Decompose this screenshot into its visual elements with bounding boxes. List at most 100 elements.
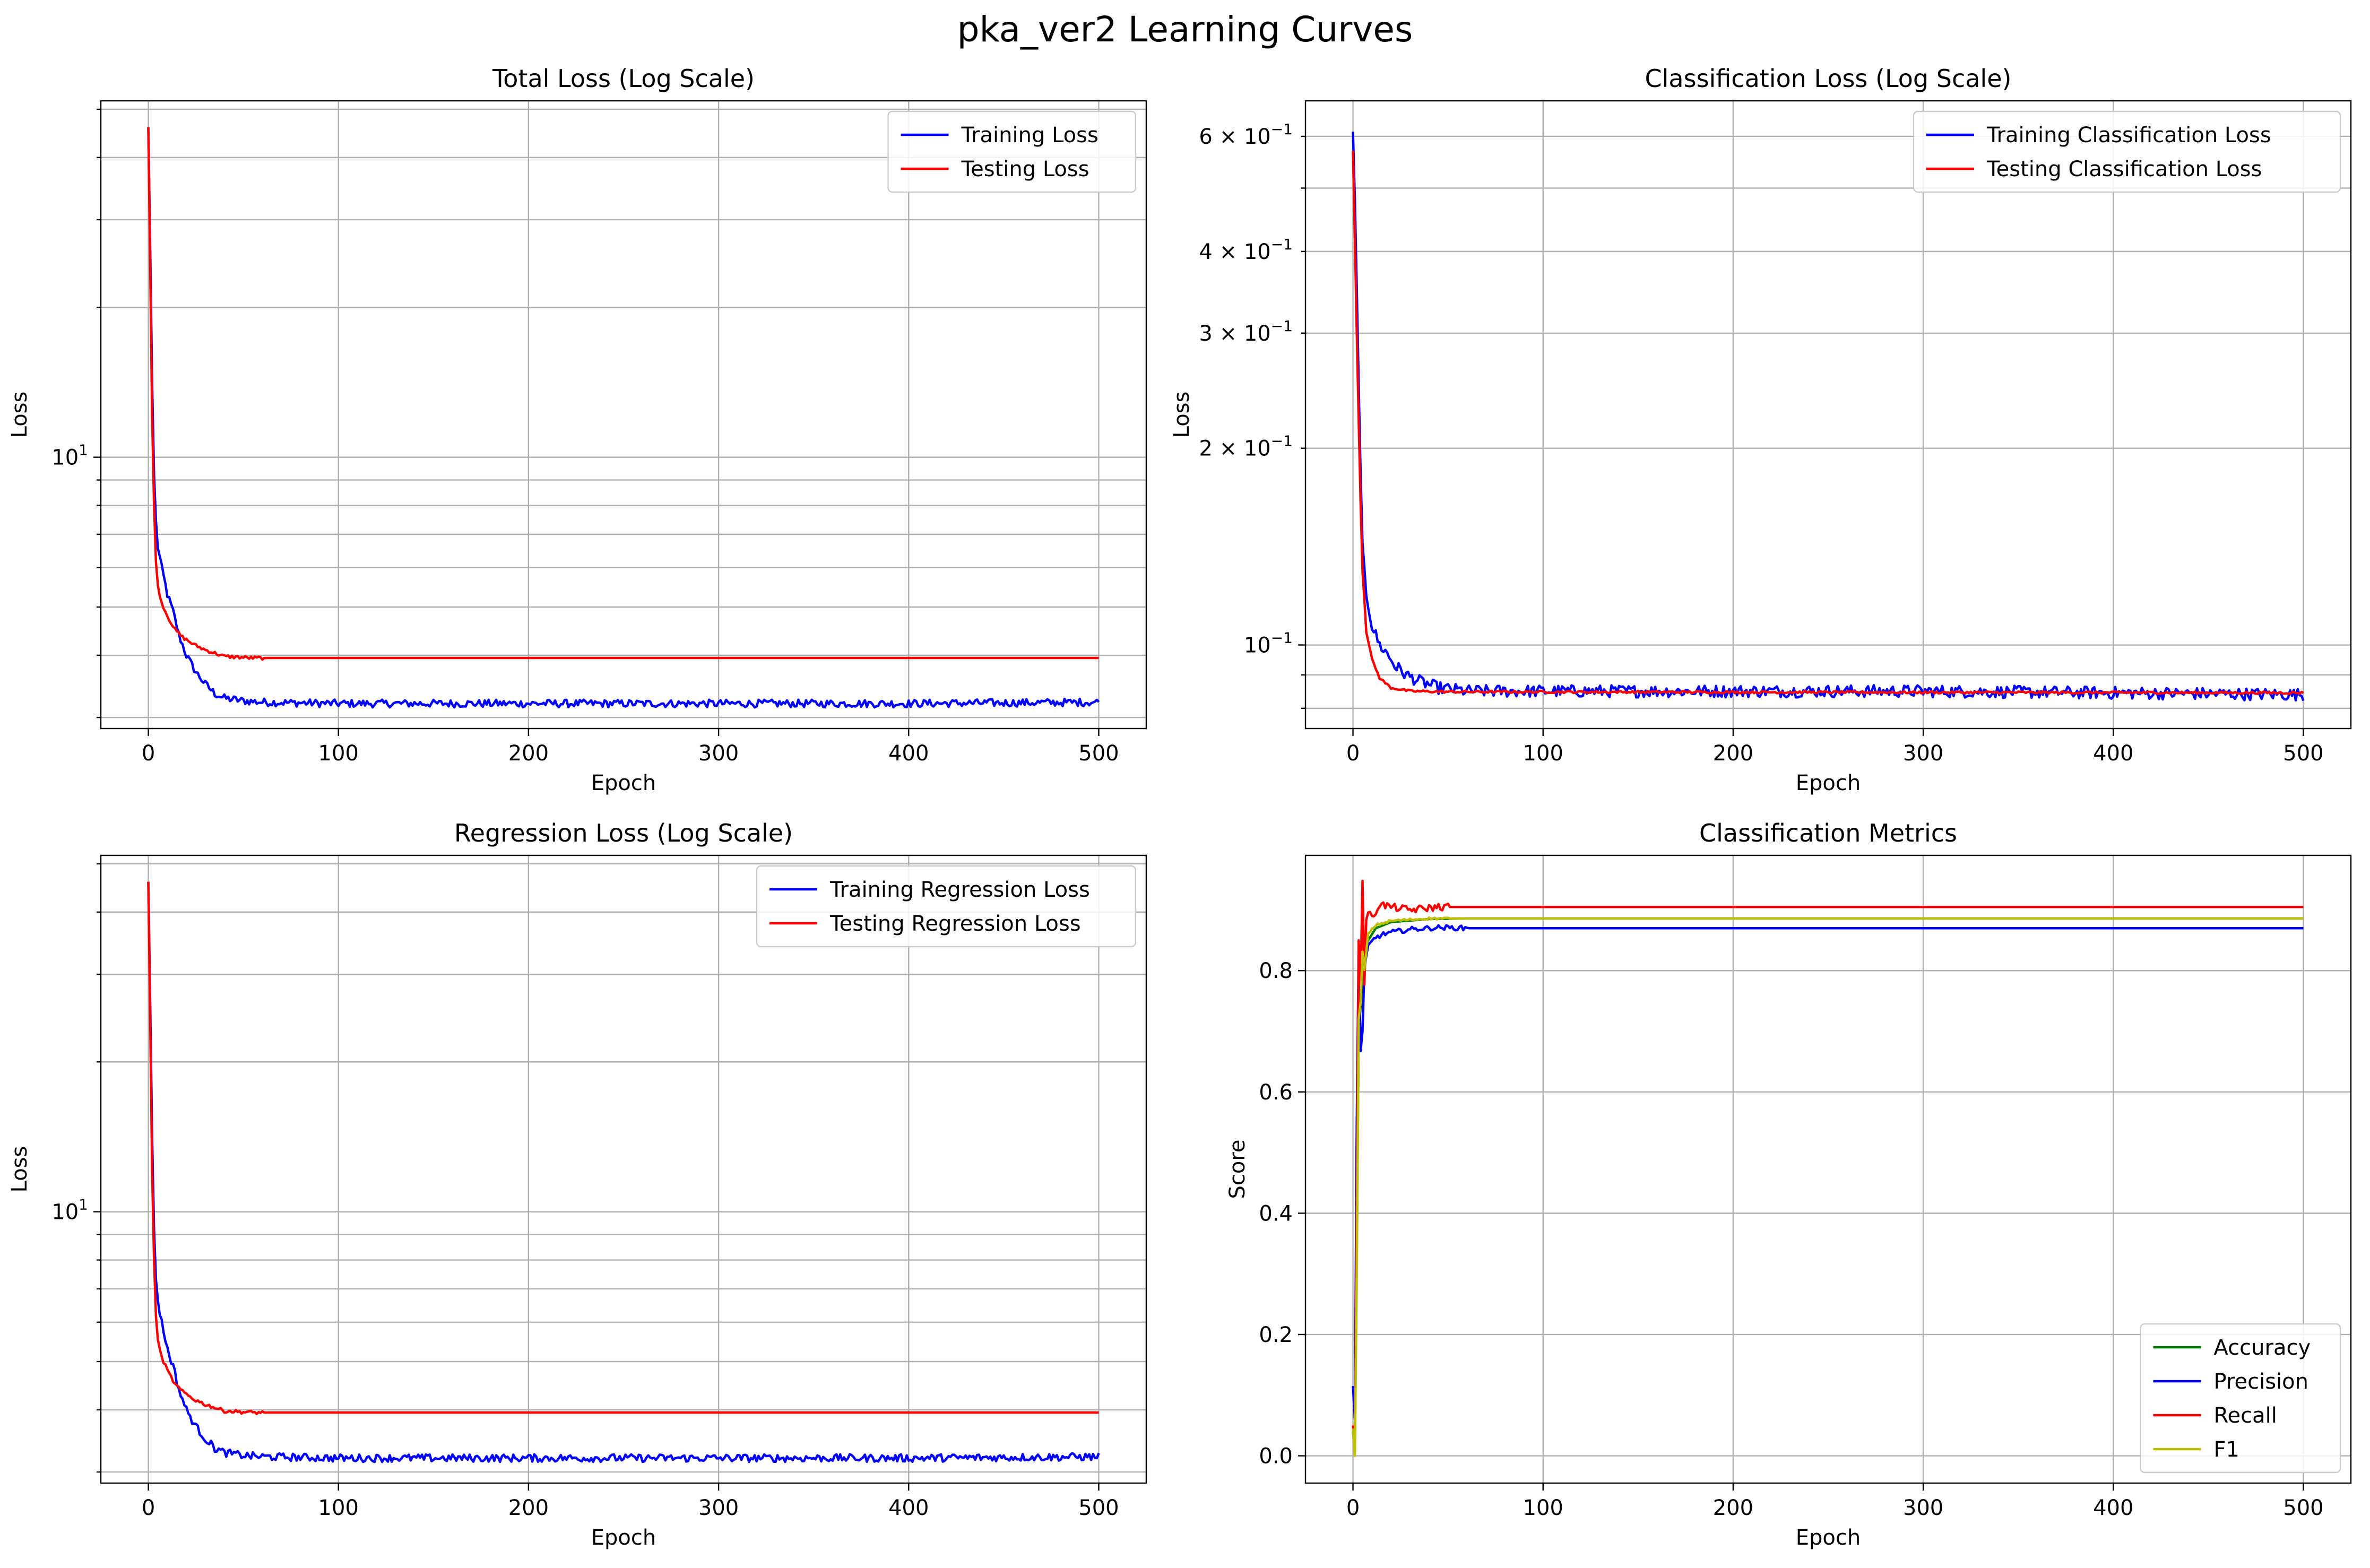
x-tick-label: 500 [2283, 1496, 2323, 1520]
subplot-4: 0.0 0.2 0.4 0.6 0.8 0 100 200 300 400 500 Classific… [1225, 819, 2352, 1550]
tick-exponent: −1 [1271, 120, 1293, 138]
y-tick-label: 0.8 [1259, 959, 1293, 983]
y-axis-label: Score [1225, 1139, 1250, 1199]
x-tick-label: 200 [508, 1496, 549, 1520]
plot-frame [100, 854, 1147, 1484]
tick-mantissa: 4 [1199, 240, 1212, 264]
subplot-1: 101 0 100 200 300 400 500 Total Loss (Log Scale… [7, 64, 1147, 795]
series-line-4 [1352, 916, 2304, 1457]
tick-times: × [1213, 437, 1244, 461]
tick-exponent: −1 [1271, 432, 1293, 450]
subplot-title: Classification Metrics [1699, 819, 1957, 847]
x-tick-label: 200 [1713, 741, 1753, 766]
tick-exponent: −1 [1271, 629, 1293, 647]
legend-label: Training Regression Loss [829, 878, 1090, 902]
legend-box [887, 110, 1137, 193]
y-tick-label: 0.0 [1259, 1444, 1293, 1469]
y-tick-label: 6 × 10−1 [1199, 120, 1293, 149]
subplot-title: Regression Loss (Log Scale) [454, 819, 793, 847]
tick-base: 10 [1244, 437, 1271, 461]
x-tick-label: 0 [142, 741, 155, 766]
x-tick-label: 0 [1346, 741, 1360, 766]
legend-label: Testing Classification Loss [1986, 157, 2262, 181]
x-tick-label: 100 [318, 741, 359, 766]
tick-base: 10 [1244, 240, 1271, 264]
y-axis-label: Loss [7, 392, 32, 438]
series-line-2 [147, 127, 1099, 661]
tick-exponent: −1 [1271, 236, 1293, 253]
legend-label: Testing Loss [961, 157, 1089, 181]
x-tick-label: 500 [2283, 741, 2323, 766]
subplot-title: Total Loss (Log Scale) [492, 64, 755, 93]
x-tick-label: 100 [1523, 741, 1563, 766]
x-tick-label: 300 [1903, 1496, 1943, 1520]
y-tick-label: 3 × 10−1 [1199, 317, 1293, 346]
x-tick-label: 400 [2093, 1496, 2133, 1520]
x-tick-label: 200 [1713, 1496, 1753, 1520]
tick-base: 10 [1244, 125, 1271, 149]
x-tick-label: 300 [698, 1496, 739, 1520]
legend-label: Recall [2214, 1404, 2277, 1428]
tick-mantissa: 2 [1199, 437, 1212, 461]
x-axis-label: Epoch [1796, 771, 1861, 795]
legend-label: F1 [2214, 1437, 2239, 1462]
x-tick-label: 0 [142, 1496, 155, 1520]
series-line-2 [1352, 151, 2304, 695]
tick-mantissa: 3 [1199, 322, 1212, 346]
tick-base: 10 [51, 1200, 79, 1225]
tick-base: 10 [1244, 634, 1271, 658]
x-tick-label: 0 [1346, 1496, 1360, 1520]
legend-label: Testing Regression Loss [829, 912, 1081, 936]
x-tick-label: 500 [1078, 1496, 1119, 1520]
legend: Accuracy Precision Recall F1 [2140, 1323, 2341, 1474]
plot-frame [1304, 854, 2352, 1484]
y-axis-label: Loss [7, 1146, 32, 1193]
subplot-2: 6 × 10−14 × 10−13 × 10−12 × 10−110−10 100… [1170, 64, 2352, 795]
x-axis-label: Epoch [591, 771, 656, 795]
tick-times: × [1213, 322, 1244, 346]
y-tick-label: 101 [51, 441, 88, 470]
x-tick-label: 200 [508, 741, 549, 766]
tick-exponent: 1 [79, 1196, 88, 1214]
legend-label: Training Classification Loss [1986, 123, 2271, 148]
y-tick-label: 10−1 [1244, 629, 1293, 658]
y-axis-label: Loss [1170, 392, 1194, 438]
subplot-title: Classification Loss (Log Scale) [1645, 64, 2012, 93]
series-line-3 [1352, 879, 2304, 1451]
x-tick-label: 300 [698, 741, 739, 766]
legend-box [1913, 110, 2341, 193]
x-tick-label: 400 [888, 741, 929, 766]
series-line-1 [147, 881, 1100, 1463]
y-tick-label: 0.4 [1259, 1201, 1293, 1226]
legend-box [2140, 1323, 2341, 1474]
x-tick-label: 100 [1523, 1496, 1563, 1520]
legend: Training Regression Loss Testing Regressi… [756, 865, 1137, 948]
x-tick-label: 300 [1903, 741, 1943, 766]
y-tick-label: 4 × 10−1 [1199, 236, 1293, 264]
x-tick-label: 400 [888, 1496, 929, 1520]
legend-label: Training Loss [961, 123, 1098, 148]
x-tick-label: 400 [2093, 741, 2133, 766]
tick-exponent: −1 [1271, 317, 1293, 335]
tick-base: 10 [1244, 322, 1271, 346]
plot-frame [1304, 100, 2352, 730]
tick-times: × [1213, 240, 1244, 264]
legend: Training Classification Loss Testing Clas… [1913, 110, 2341, 193]
x-axis-label: Epoch [591, 1526, 656, 1550]
x-tick-label: 500 [1078, 741, 1119, 766]
legend-label: Precision [2214, 1370, 2308, 1394]
series-line-1 [147, 127, 1100, 709]
figure-suptitle: pka_ver2 Learning Curves [957, 9, 1413, 50]
x-axis-label: Epoch [1796, 1526, 1861, 1550]
y-tick-label: 0.6 [1259, 1080, 1293, 1105]
tick-mantissa: 6 [1199, 125, 1212, 149]
series-line-2 [1352, 924, 2304, 1421]
legend-label: Accuracy [2214, 1336, 2311, 1360]
y-tick-label: 2 × 10−1 [1199, 432, 1293, 461]
y-tick-label: 0.2 [1259, 1323, 1293, 1347]
x-tick-label: 100 [318, 1496, 359, 1520]
tick-times: × [1213, 125, 1244, 149]
